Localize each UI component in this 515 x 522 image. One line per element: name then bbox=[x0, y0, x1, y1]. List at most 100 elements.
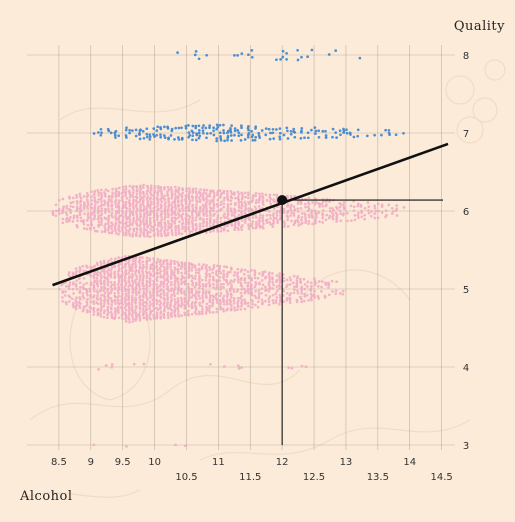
data-point bbox=[285, 126, 289, 130]
data-point bbox=[191, 213, 194, 217]
data-point bbox=[75, 196, 79, 199]
data-point bbox=[130, 296, 134, 300]
data-point bbox=[267, 303, 271, 307]
data-point bbox=[292, 127, 296, 131]
data-point bbox=[63, 294, 67, 297]
data-point bbox=[243, 211, 247, 215]
data-point bbox=[165, 283, 169, 286]
data-point bbox=[208, 206, 212, 209]
data-point bbox=[82, 227, 86, 230]
data-point bbox=[82, 222, 86, 226]
data-point bbox=[212, 218, 216, 222]
data-point bbox=[183, 225, 187, 229]
data-point bbox=[104, 194, 107, 198]
data-point bbox=[139, 212, 142, 215]
data-point bbox=[173, 205, 177, 209]
data-point bbox=[121, 310, 124, 314]
data-point bbox=[106, 294, 110, 297]
data-point bbox=[174, 231, 178, 234]
data-point bbox=[241, 223, 244, 227]
data-point bbox=[157, 221, 160, 224]
data-point bbox=[331, 215, 334, 219]
data-point bbox=[253, 269, 257, 272]
data-point bbox=[155, 271, 159, 274]
data-point bbox=[127, 259, 131, 262]
data-point bbox=[314, 215, 318, 219]
data-point bbox=[370, 210, 373, 213]
data-point bbox=[130, 279, 134, 282]
data-point bbox=[282, 207, 286, 211]
data-point bbox=[124, 313, 128, 317]
data-point bbox=[251, 138, 255, 142]
data-point bbox=[222, 272, 226, 276]
data-point bbox=[117, 203, 120, 207]
data-point bbox=[141, 312, 145, 316]
data-point bbox=[380, 211, 384, 214]
data-point bbox=[314, 209, 317, 213]
data-point bbox=[65, 213, 69, 217]
data-point bbox=[155, 264, 159, 268]
data-point bbox=[68, 195, 71, 199]
data-point bbox=[86, 212, 90, 215]
data-point bbox=[261, 214, 265, 217]
data-point bbox=[202, 124, 205, 127]
data-point bbox=[212, 129, 215, 133]
data-point bbox=[96, 307, 100, 311]
data-point bbox=[74, 282, 78, 286]
data-point bbox=[289, 132, 293, 136]
data-point bbox=[239, 283, 243, 287]
data-point bbox=[305, 293, 309, 297]
data-point bbox=[103, 191, 106, 194]
data-point bbox=[215, 210, 219, 213]
data-point bbox=[272, 200, 276, 203]
data-point bbox=[233, 306, 236, 309]
data-point bbox=[135, 213, 139, 217]
data-point bbox=[92, 226, 96, 230]
data-point bbox=[110, 312, 114, 316]
data-point bbox=[282, 220, 286, 224]
data-point bbox=[267, 289, 271, 293]
data-point bbox=[78, 192, 82, 196]
data-point bbox=[173, 297, 177, 301]
data-point bbox=[278, 137, 282, 141]
data-point bbox=[275, 58, 278, 62]
data-point bbox=[226, 197, 229, 200]
data-point bbox=[211, 311, 215, 314]
data-point bbox=[307, 196, 311, 200]
data-point bbox=[97, 191, 100, 194]
data-point bbox=[298, 277, 302, 281]
data-point bbox=[299, 200, 303, 204]
data-point bbox=[234, 196, 237, 200]
data-point bbox=[103, 224, 106, 228]
data-point bbox=[125, 224, 129, 228]
data-point bbox=[86, 200, 90, 204]
data-point bbox=[262, 222, 265, 226]
y-tick-label: 4 bbox=[463, 363, 469, 374]
data-point bbox=[208, 298, 212, 302]
data-point bbox=[152, 281, 156, 285]
data-point bbox=[159, 305, 162, 309]
data-point bbox=[92, 283, 96, 287]
data-point bbox=[194, 138, 198, 142]
data-point bbox=[229, 195, 233, 198]
data-point bbox=[121, 188, 125, 192]
data-point bbox=[272, 216, 276, 220]
data-point bbox=[138, 132, 141, 135]
data-point bbox=[313, 277, 316, 281]
data-point bbox=[164, 201, 167, 205]
data-point bbox=[341, 292, 345, 296]
data-point bbox=[166, 292, 169, 295]
x-axis-title: Alcohol bbox=[19, 489, 73, 504]
data-point bbox=[229, 307, 233, 310]
data-point bbox=[313, 279, 317, 283]
data-point bbox=[187, 293, 191, 297]
data-point bbox=[191, 276, 195, 280]
data-point bbox=[229, 134, 233, 137]
data-point bbox=[148, 191, 152, 194]
data-point bbox=[142, 292, 146, 296]
data-point bbox=[246, 135, 250, 139]
data-point bbox=[116, 305, 120, 309]
data-point bbox=[100, 293, 103, 297]
data-point bbox=[60, 296, 64, 299]
data-point bbox=[142, 208, 146, 211]
